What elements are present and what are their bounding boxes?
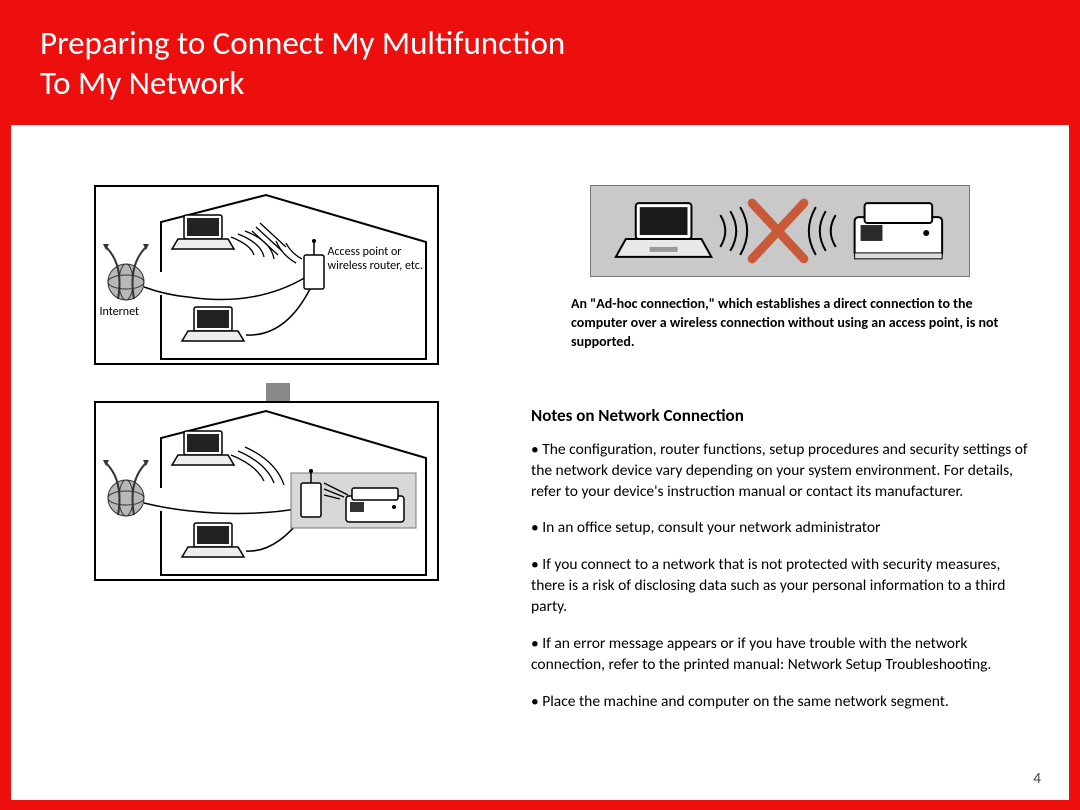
title-line-1: Preparing to Connect My Multifunction [40, 23, 565, 63]
router-icon [304, 239, 324, 289]
ap-label-line1: Access point or [328, 245, 402, 259]
laptop-top-icon [172, 215, 234, 249]
adhoc-not-supported-diagram [590, 185, 970, 277]
wifi-waves-icon [231, 223, 302, 263]
laptop-bottom-icon [182, 523, 244, 557]
printer-icon [346, 488, 404, 522]
right-column: An "Ad-hoc connection," which establishe… [531, 185, 1029, 729]
notes-heading: Notes on Network Connection [531, 405, 1029, 426]
wifi-waves-right-icon [809, 207, 836, 255]
slide-header: Preparing to Connect My Multifunction To… [0, 0, 1080, 125]
left-column: Internet Access point or wireless router… [51, 185, 481, 729]
notes-item: • If an error message appears or if you … [531, 634, 1029, 676]
internet-globe-icon [103, 460, 149, 516]
house-network-svg-top [96, 187, 439, 365]
notes-item: • Place the machine and computer on the … [531, 692, 1029, 713]
title-line-2: To My Network [40, 63, 244, 103]
notes-item: • If you connect to a network that is no… [531, 555, 1029, 618]
laptop-icon [616, 203, 711, 257]
content-area: Internet Access point or wireless router… [11, 125, 1069, 800]
laptop-top-icon [172, 431, 234, 465]
adhoc-svg [591, 185, 969, 277]
printer-icon [855, 203, 943, 259]
internet-globe-icon [103, 244, 149, 300]
notes-item: • In an office setup, consult your netwo… [531, 518, 1029, 539]
cross-icon [752, 203, 804, 259]
page-title: Preparing to Connect My Multifunction To… [40, 24, 1040, 103]
house-network-svg-bottom [96, 403, 439, 581]
internet-label: Internet [100, 305, 140, 319]
ap-label-line2: wireless router, etc. [328, 259, 423, 273]
notes-item: • The configuration, router functions, s… [531, 440, 1029, 503]
adhoc-caption: An "Ad-hoc connection," which establishe… [531, 295, 1029, 377]
laptop-bottom-icon [182, 307, 244, 341]
slide-page: Preparing to Connect My Multifunction To… [0, 0, 1080, 810]
two-column-layout: Internet Access point or wireless router… [51, 185, 1029, 729]
diagram-network-after [94, 401, 439, 581]
notes-list: • The configuration, router functions, s… [531, 440, 1029, 713]
page-number: 4 [1033, 770, 1041, 788]
wifi-waves-left-icon [720, 207, 747, 255]
diagram-network-before: Internet Access point or wireless router… [94, 185, 439, 365]
